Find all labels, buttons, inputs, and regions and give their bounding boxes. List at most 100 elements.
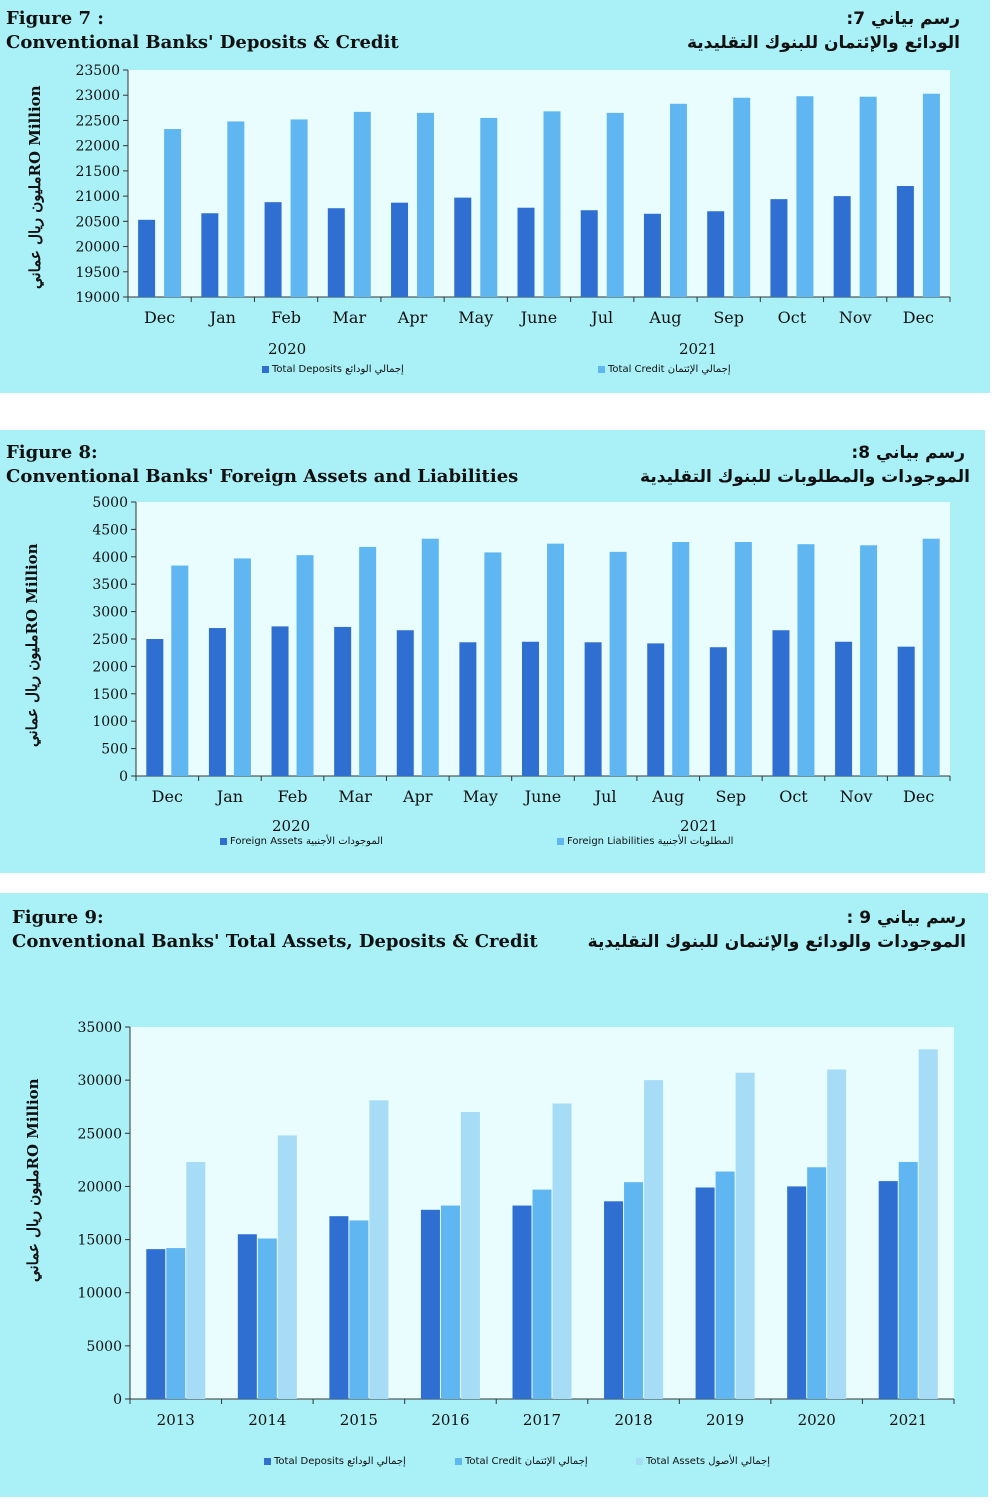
y-tick-label: 4500: [92, 522, 128, 538]
bar-total-credit: [353, 111, 371, 297]
bar-total-deposits: [695, 1187, 715, 1399]
bar-total-deposits: [707, 211, 725, 297]
bar-foreign-assets: [522, 641, 539, 776]
bar-total-deposits: [833, 196, 851, 297]
figure-7-legend-credit: Total Credit إجمالي الإئتمان: [598, 364, 731, 375]
x-tick-label: 2019: [706, 1411, 744, 1429]
figure-9-title: Conventional Banks' Total Assets, Deposi…: [12, 931, 538, 952]
figure-8-legend-assets: Foreign Assets الموجودات الأجنبية: [220, 836, 383, 847]
bar-total-deposits: [517, 207, 535, 297]
y-tick-label: 0: [119, 769, 128, 785]
bar-total-credit: [440, 1205, 460, 1399]
bar-total-credit: [796, 96, 814, 297]
figure-8-year-2020: 2020: [272, 817, 311, 835]
bar-total-assets: [552, 1103, 572, 1399]
bar-total-credit: [417, 112, 435, 297]
bar-foreign-liabilities: [797, 544, 815, 776]
y-tick-label: 23000: [75, 88, 120, 104]
y-tick-label: 19500: [75, 265, 120, 281]
figure-9-legend-deposits: Total Deposits إجمالي الودائع: [264, 1456, 406, 1467]
plot-area: [136, 502, 950, 776]
x-tick-label: 2015: [340, 1411, 378, 1429]
bar-total-deposits: [580, 210, 598, 297]
y-tick-label: 5000: [92, 495, 128, 511]
bar-foreign-assets: [271, 626, 289, 776]
bar-foreign-assets: [396, 630, 414, 776]
x-tick-label: Dec: [144, 308, 175, 327]
bar-total-deposits: [770, 199, 788, 297]
legend-label: Total Credit إجمالي الإئتمان: [608, 364, 731, 375]
x-tick-label: Dec: [152, 787, 183, 806]
y-tick-label: 2000: [92, 659, 128, 675]
figure-9-panel: Figure 9: Conventional Banks' Total Asse…: [0, 893, 988, 1497]
bar-total-deposits: [454, 197, 472, 297]
x-tick-label: 2016: [431, 1411, 469, 1429]
x-tick-label: June: [523, 787, 562, 806]
y-tick-label: 500: [101, 742, 128, 758]
y-tick-label: 10000: [77, 1286, 122, 1302]
y-tick-label: 4000: [92, 550, 128, 566]
bar-foreign-liabilities: [233, 558, 251, 776]
bar-total-deposits: [420, 1209, 440, 1399]
figure-8-title-ar: الموجودات والمطلوبات للبنوك التقليدية: [640, 467, 970, 487]
figure-9-legend-credit: Total Credit إجمالي الإئتمان: [455, 1456, 588, 1467]
x-tick-label: May: [463, 787, 498, 806]
y-tick-label: 20000: [77, 1179, 122, 1195]
bar-total-deposits: [327, 208, 345, 297]
y-tick-label: 23500: [75, 63, 120, 79]
y-tick-label: 21500: [75, 164, 120, 180]
figure-7-year-2020: 2020: [268, 340, 307, 358]
x-tick-label: Jul: [589, 308, 613, 327]
legend-swatch: [598, 366, 605, 373]
bar-total-assets: [186, 1161, 206, 1399]
x-tick-label: June: [519, 308, 558, 327]
bar-total-assets: [918, 1049, 938, 1399]
figure-8-year-2021: 2021: [680, 817, 719, 835]
x-tick-label: 2020: [798, 1411, 836, 1429]
x-tick-label: Mar: [333, 308, 367, 327]
x-tick-label: Jul: [593, 787, 617, 806]
bar-total-credit: [898, 1161, 918, 1399]
bar-total-credit: [257, 1238, 277, 1399]
y-tick-label: 15000: [77, 1233, 122, 1249]
bar-foreign-liabilities: [734, 542, 752, 776]
bar-foreign-assets: [208, 628, 226, 776]
bar-foreign-liabilities: [484, 552, 502, 776]
y-tick-label: 1500: [92, 687, 128, 703]
figure-7-legend-deposits: Total Deposits إجمالي الودائع: [262, 364, 404, 375]
bar-total-deposits: [264, 202, 282, 297]
bar-total-deposits: [329, 1216, 349, 1399]
bar-total-deposits: [787, 1186, 807, 1399]
x-tick-label: 2018: [614, 1411, 652, 1429]
figure-9-legend-assets: Total Assets إجمالي الأصول: [636, 1456, 770, 1467]
x-tick-label: 2017: [523, 1411, 561, 1429]
legend-label: Foreign Assets الموجودات الأجنبية: [230, 836, 383, 847]
bar-total-assets: [369, 1100, 389, 1399]
x-tick-label: Oct: [778, 308, 807, 327]
figure-7-title: Conventional Banks' Deposits & Credit: [6, 32, 399, 53]
bar-total-deposits: [391, 202, 409, 297]
y-tick-label: 3500: [92, 577, 128, 593]
bar-total-deposits: [201, 213, 219, 297]
x-tick-label: Dec: [903, 308, 934, 327]
bar-total-credit: [669, 103, 687, 297]
bar-total-credit: [290, 119, 308, 298]
bar-foreign-assets: [772, 630, 790, 776]
figure-9-chart: 0 5000 10000 15000 20000 25000 30000 35000 2013 2…: [77, 1020, 955, 1429]
bar-total-credit: [532, 1189, 552, 1399]
bar-total-assets: [277, 1135, 297, 1399]
x-tick-label: Sep: [716, 787, 747, 806]
figure-9-label: Figure 9:: [12, 907, 104, 928]
bar-foreign-assets: [647, 643, 665, 776]
bar-total-deposits: [878, 1181, 898, 1399]
bar-foreign-liabilities: [421, 538, 439, 776]
bar-total-deposits: [604, 1201, 624, 1399]
x-tick-label: Feb: [271, 308, 301, 327]
y-tick-label: 5000: [86, 1339, 122, 1355]
x-tick-label: Apr: [402, 787, 433, 806]
bar-foreign-liabilities: [547, 543, 564, 776]
x-tick-label: Dec: [903, 787, 934, 806]
legend-label: Total Assets إجمالي الأصول: [646, 1456, 771, 1467]
figure-7-year-2021: 2021: [679, 340, 718, 358]
bar-total-credit: [859, 96, 877, 297]
